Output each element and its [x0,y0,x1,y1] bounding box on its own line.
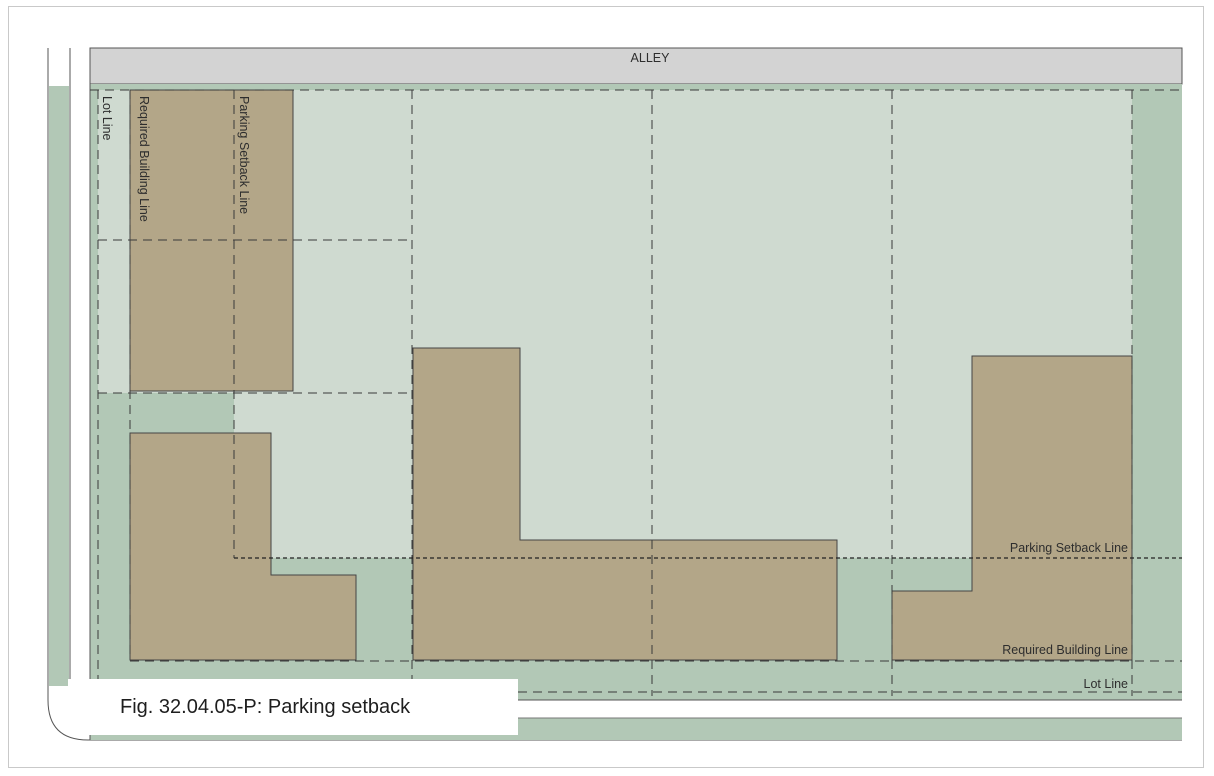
figure-caption-text: Fig. 32.04.05-P: Parking setback [120,695,411,718]
lot-line-vertical-label: Lot Line [100,96,114,141]
alley-label: ALLEY [631,51,671,65]
lot-line-horizontal-label: Lot Line [1084,677,1129,691]
figure-caption: Fig. 32.04.05-P: Parking setback [68,679,518,735]
required-building-line-horizontal-label: Required Building Line [1002,643,1128,657]
left-street-curb [47,48,1182,741]
building-middle [412,347,838,661]
left-street-strip [49,86,69,686]
required-building-line-vertical-label: Required Building Line [137,96,151,222]
alley [89,47,1183,85]
building-corner-front [129,432,357,661]
parking-setback-line-horizontal-label: Parking Setback Line [1010,541,1128,555]
parking-setback-line-vertical-label: Parking Setback Line [237,96,251,214]
